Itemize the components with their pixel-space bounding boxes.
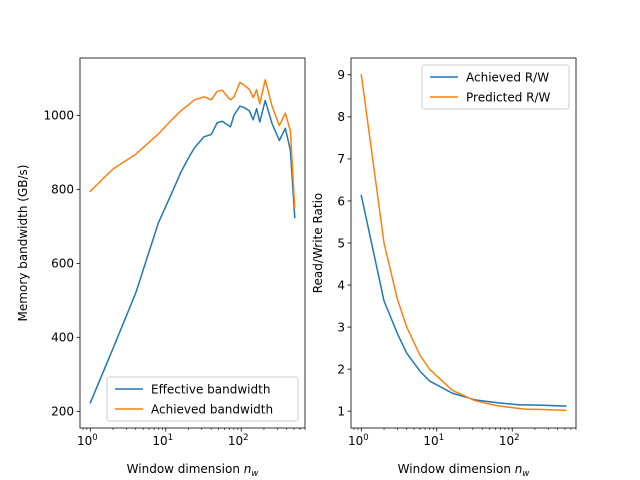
- legend-box: [106, 376, 299, 422]
- y-tick-label: 7: [337, 152, 345, 166]
- y-axis-label: Memory bandwidth (GB/s): [16, 165, 30, 322]
- x-tick-label: 101: [423, 433, 444, 448]
- x-tick-label: 100: [348, 433, 369, 448]
- x-axis-label: Window dimension nw: [398, 462, 530, 479]
- y-tick-label: 3: [337, 320, 345, 334]
- y-tick-label: 200: [51, 405, 74, 419]
- legend-box: [421, 64, 570, 110]
- y-tick-label: 1: [337, 404, 345, 418]
- y-tick-label: 4: [337, 278, 345, 292]
- y-axis-label: Read/Write Ratio: [311, 193, 325, 294]
- y-tick-label: 5: [337, 236, 345, 250]
- x-axis-label: Window dimension nw: [127, 462, 259, 479]
- series-line-blue: [360, 194, 567, 407]
- y-tick-label: 800: [51, 183, 74, 197]
- x-tick-label: 102: [228, 433, 249, 448]
- y-tick-label: 8: [337, 110, 345, 124]
- y-tick-label: 1000: [43, 109, 74, 123]
- left-panel-bandwidth: 100 101 102 200 400 600 800 1000 Window dimensio…: [16, 57, 306, 479]
- legend-label: Achieved bandwidth: [151, 402, 273, 416]
- x-tick-label: 101: [152, 433, 173, 448]
- x-tick-label: 102: [499, 433, 520, 448]
- y-tick-label: 2: [337, 362, 345, 376]
- legend-label: Predicted R/W: [466, 90, 551, 104]
- x-tick-label: 100: [77, 433, 98, 448]
- y-tick-label: 400: [51, 331, 74, 345]
- series-line-orange: [360, 73, 567, 412]
- legend-label: Achieved R/W: [466, 70, 549, 84]
- series-line-orange: [89, 79, 296, 209]
- right-panel-rw-ratio: 100 101 102 1 2 3 4 5 6 7 8 9 Window dimension nw Rea…: [311, 57, 577, 479]
- y-tick-label: 600: [51, 257, 74, 271]
- y-tick-label: 9: [337, 68, 345, 82]
- series-line-blue: [89, 99, 296, 404]
- axes-frame: [79, 57, 306, 429]
- y-tick-label: 6: [337, 194, 345, 208]
- legend-label: Effective bandwidth: [151, 382, 270, 396]
